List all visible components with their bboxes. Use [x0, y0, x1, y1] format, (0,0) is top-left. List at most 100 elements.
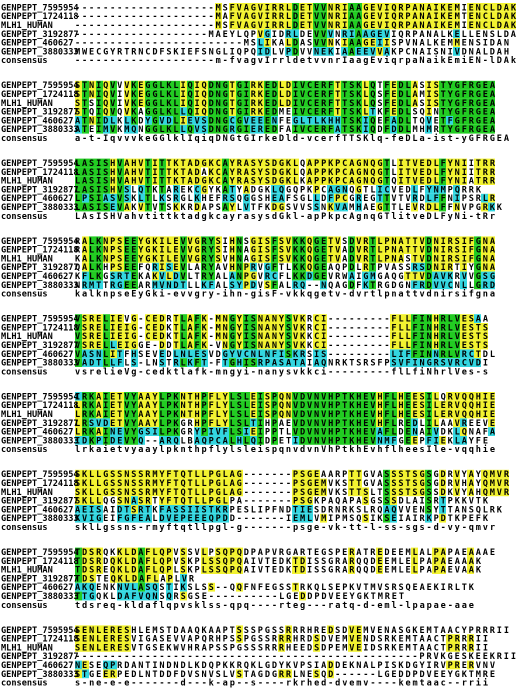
residue-shade — [439, 323, 446, 332]
residue-shade — [152, 582, 159, 592]
residue-shade — [236, 625, 243, 635]
residue-shade — [453, 47, 460, 56]
residue-shade — [187, 513, 194, 523]
residue-shade — [131, 513, 138, 523]
residue-shade — [194, 107, 201, 116]
residue-shade — [306, 236, 313, 246]
residue-shade — [320, 38, 327, 47]
residue-shade — [159, 202, 166, 212]
residue-shade — [355, 236, 362, 246]
residue-shade — [250, 89, 257, 99]
residue-shade — [411, 323, 418, 332]
residue-shade — [292, 358, 299, 367]
residue-shade — [236, 556, 243, 566]
residue-shade — [418, 176, 425, 185]
residue-shade — [152, 574, 159, 583]
residue-shade — [404, 487, 411, 497]
residue-shade — [425, 427, 432, 436]
sequence-name: GENPEPT_7595954 — [1, 315, 79, 325]
residue-shade — [96, 436, 103, 445]
sequence: LRKAINEVYGSILPKGRYPIVFLSIEIPPTLVDVNVHPTK… — [75, 428, 496, 438]
residue-shade — [264, 89, 271, 99]
residue-shade — [285, 80, 292, 90]
residue-shade — [285, 358, 292, 367]
residue-shade — [376, 436, 383, 445]
sequence: NRMTTRGEEARMVNDTLLKFALSYPDVSFALRQ--NQAGD… — [75, 281, 495, 291]
residue-shade — [418, 245, 425, 254]
residue-shade — [481, 80, 488, 90]
residue-shade — [341, 202, 348, 212]
residue-shade — [327, 29, 334, 39]
residue-shade — [453, 89, 460, 99]
residue-shade — [453, 487, 460, 497]
residue-shade — [404, 323, 411, 332]
residue-shade — [222, 478, 229, 488]
residue-shade — [348, 427, 355, 436]
residue-shade — [488, 400, 495, 410]
residue-shade — [131, 392, 138, 401]
residue-shade — [404, 98, 411, 108]
residue-shade — [145, 158, 152, 168]
residue-shade — [173, 478, 180, 488]
residue-shade — [131, 158, 138, 168]
residue-shade — [250, 323, 257, 332]
residue-shade — [383, 478, 390, 488]
residue-shade — [453, 80, 460, 90]
residue-shade — [117, 582, 124, 592]
residue-shade — [376, 193, 383, 203]
sequence-name: GENPEPT_1724118 — [1, 401, 79, 411]
residue-shade — [236, 392, 243, 401]
residue-shade — [131, 176, 138, 185]
residue-shade — [96, 98, 103, 108]
residue-shade — [306, 11, 313, 21]
residue-shade — [313, 176, 320, 185]
residue-shade — [404, 116, 411, 125]
residue-shade — [425, 254, 432, 263]
residue-shade — [383, 29, 390, 39]
residue-shade — [201, 262, 208, 272]
residue-shade — [236, 245, 243, 254]
residue-shade — [292, 436, 299, 445]
residue-shade — [299, 271, 306, 281]
residue-shade — [425, 469, 432, 479]
residue-shade — [292, 245, 299, 254]
residue-shade — [159, 418, 166, 428]
residue-shade — [453, 349, 460, 359]
residue-shade — [89, 487, 96, 497]
sequence: RALKNPSEEYGKILEVVGRYSIHNSGISFSVKKQGETVSD… — [75, 237, 496, 247]
residue-shade — [425, 98, 432, 108]
residue-shade — [397, 409, 404, 419]
residue-shade — [299, 98, 306, 108]
residue-shade — [320, 11, 327, 21]
residue-shade — [334, 176, 341, 185]
residue-shade — [124, 89, 131, 99]
residue-shade — [180, 478, 187, 488]
residue-shade — [159, 98, 166, 108]
residue-shade — [152, 409, 159, 419]
residue-shade — [243, 262, 250, 272]
residue-shade — [222, 496, 229, 505]
residue-shade — [264, 158, 271, 168]
residue-shade — [215, 20, 222, 30]
residue-shade — [432, 20, 439, 30]
residue-shade — [89, 625, 96, 635]
residue-shade — [376, 11, 383, 21]
residue-shade — [299, 591, 306, 601]
residue-shade — [236, 124, 243, 134]
residue-shade — [222, 400, 229, 410]
residue-shade — [460, 89, 467, 99]
residue-shade — [397, 236, 404, 246]
residue-shade — [138, 176, 145, 185]
residue-shade — [411, 565, 418, 574]
residue-shade — [194, 245, 201, 254]
residue-shade — [208, 236, 215, 246]
residue-shade — [229, 98, 236, 108]
residue-shade — [117, 331, 124, 341]
residue-shade — [257, 107, 264, 116]
sequence-name: MLH1_HUMAN — [1, 332, 53, 342]
residue-shade — [320, 409, 327, 419]
residue-shade — [432, 202, 439, 212]
residue-shade — [264, 331, 271, 341]
residue-shade — [453, 176, 460, 185]
residue-shade — [432, 245, 439, 254]
